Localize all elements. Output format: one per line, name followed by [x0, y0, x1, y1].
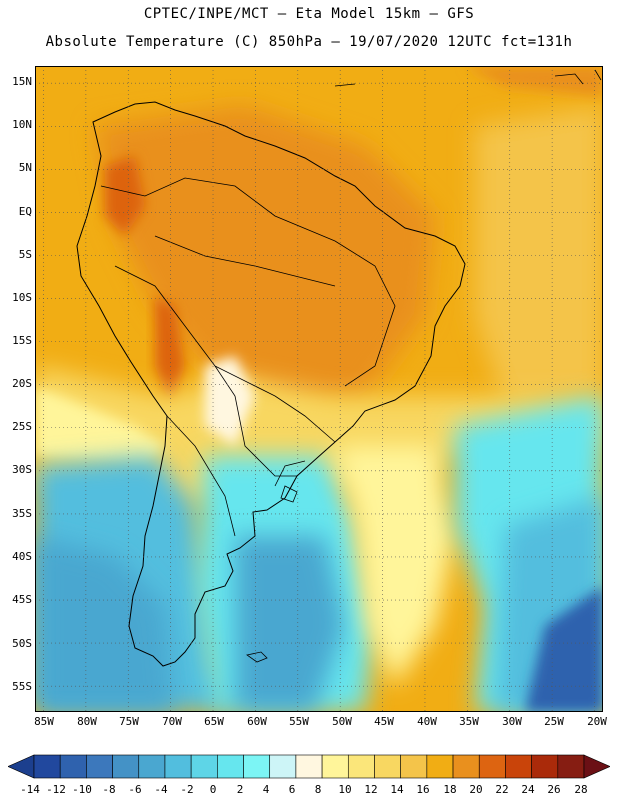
legend-swatch: [59, 754, 87, 779]
map-grid: [35, 66, 603, 712]
legend-tick-label: 18: [443, 783, 457, 796]
caribbean-islands: [334, 69, 602, 87]
legend-tick-label: 8: [314, 783, 322, 796]
legend-tick-label: -4: [154, 783, 168, 796]
legend-tick-label: 28: [574, 783, 588, 796]
transition-band: [35, 366, 603, 516]
legend-swatch: [138, 754, 166, 779]
andes-hot-spot: [105, 156, 145, 236]
legend-tick-label: 16: [416, 783, 430, 796]
lon-label: 70W: [162, 715, 182, 728]
lon-label: 65W: [204, 715, 224, 728]
legend-tick-label: 6: [288, 783, 296, 796]
legend-swatch: [478, 754, 506, 779]
legend-swatch: [557, 754, 585, 779]
lat-label: 5N: [18, 161, 32, 174]
country-borders: [100, 177, 396, 537]
lon-label: 85W: [34, 715, 54, 728]
lat-label: EQ: [18, 205, 32, 218]
legend-tick-label: 4: [262, 783, 270, 796]
legend-swatch: [86, 754, 113, 779]
legend-tick-label: 0: [209, 783, 217, 796]
lat-label: 20S: [12, 377, 32, 390]
chart-title: CPTEC/INPE/MCT – Eta Model 15km – GFS: [143, 6, 475, 22]
legend-swatch: [164, 754, 192, 779]
pacific-colder-zone: [35, 536, 175, 712]
legend-tick-label: -2: [180, 783, 194, 796]
lon-label: 50W: [332, 715, 352, 728]
legend-swatch: [269, 754, 297, 779]
legend-tick-label: 10: [338, 783, 352, 796]
bolivia-hot-spot: [155, 296, 185, 406]
legend-min-triangle: [8, 754, 35, 779]
caribbean-hot-zone: [465, 66, 603, 96]
legend-tick-label: -8: [102, 783, 116, 796]
legend-tick-label: -14: [20, 783, 40, 796]
lon-label: 75W: [119, 715, 139, 728]
lon-label: 40W: [417, 715, 437, 728]
temperature-map: [35, 66, 603, 712]
legend-tick-label: 2: [236, 783, 244, 796]
legend-tick-label: 12: [364, 783, 378, 796]
legend-swatch: [347, 754, 375, 779]
lat-label: 40S: [12, 550, 32, 563]
lat-label: 25S: [12, 420, 32, 433]
lon-label: 35W: [459, 715, 479, 728]
legend-tick-label: 22: [495, 783, 509, 796]
lon-label: 55W: [289, 715, 309, 728]
lat-label: 10N: [12, 118, 32, 131]
pacific-yellow: [35, 386, 165, 466]
legend-swatch: [295, 754, 323, 779]
atlantic-warm-zone: [475, 106, 603, 406]
legend-tick-label: 14: [390, 783, 404, 796]
lat-label: 45S: [12, 593, 32, 606]
legend-tick-label: 20: [469, 783, 483, 796]
southeast-coldest: [525, 586, 603, 712]
legend-tick-label: 26: [547, 783, 561, 796]
south-america-coastline: [76, 101, 466, 667]
legend-swatch: [190, 754, 218, 779]
legend-swatch: [217, 754, 244, 779]
legend-swatch: [426, 754, 454, 779]
legend-swatch: [321, 754, 349, 779]
chart-subtitle: Absolute Temperature (C) 850hPa – 19/07/…: [45, 34, 573, 50]
lagoa-dos-patos: [280, 485, 298, 503]
legend-tick-label: -12: [46, 783, 66, 796]
lon-label: 45W: [374, 715, 394, 728]
legend-tick-label: -10: [72, 783, 92, 796]
map-canvas: [35, 66, 603, 712]
legend-swatch: [112, 754, 140, 779]
lat-label: 50S: [12, 637, 32, 650]
falkland-islands: [246, 651, 268, 663]
map-border: [35, 66, 603, 712]
lat-label: 30S: [12, 463, 32, 476]
color-legend: [8, 754, 610, 779]
continental-hot-zone: [95, 106, 435, 406]
lat-label: 15S: [12, 334, 32, 347]
lat-label: 35S: [12, 507, 32, 520]
lat-label: 55S: [12, 680, 32, 693]
patagonia-cold: [235, 536, 345, 712]
lon-label: 60W: [247, 715, 267, 728]
legend-swatch: [374, 754, 401, 779]
legend-swatch: [531, 754, 559, 779]
legend-swatch: [400, 754, 428, 779]
legend-tick-label: -6: [128, 783, 142, 796]
lat-label: 10S: [12, 291, 32, 304]
lon-label: 25W: [544, 715, 564, 728]
chaco-white: [205, 356, 255, 446]
legend-tick-label: 24: [521, 783, 535, 796]
legend-swatch: [452, 754, 480, 779]
lon-label: 80W: [77, 715, 97, 728]
legend-swatch: [243, 754, 271, 779]
legend-swatch: [33, 754, 61, 779]
legend-max-triangle: [583, 754, 610, 779]
lon-label: 20W: [587, 715, 607, 728]
lon-label: 30W: [502, 715, 522, 728]
legend-swatch: [505, 754, 532, 779]
lat-label: 5S: [18, 248, 32, 261]
lat-label: 15N: [12, 75, 32, 88]
